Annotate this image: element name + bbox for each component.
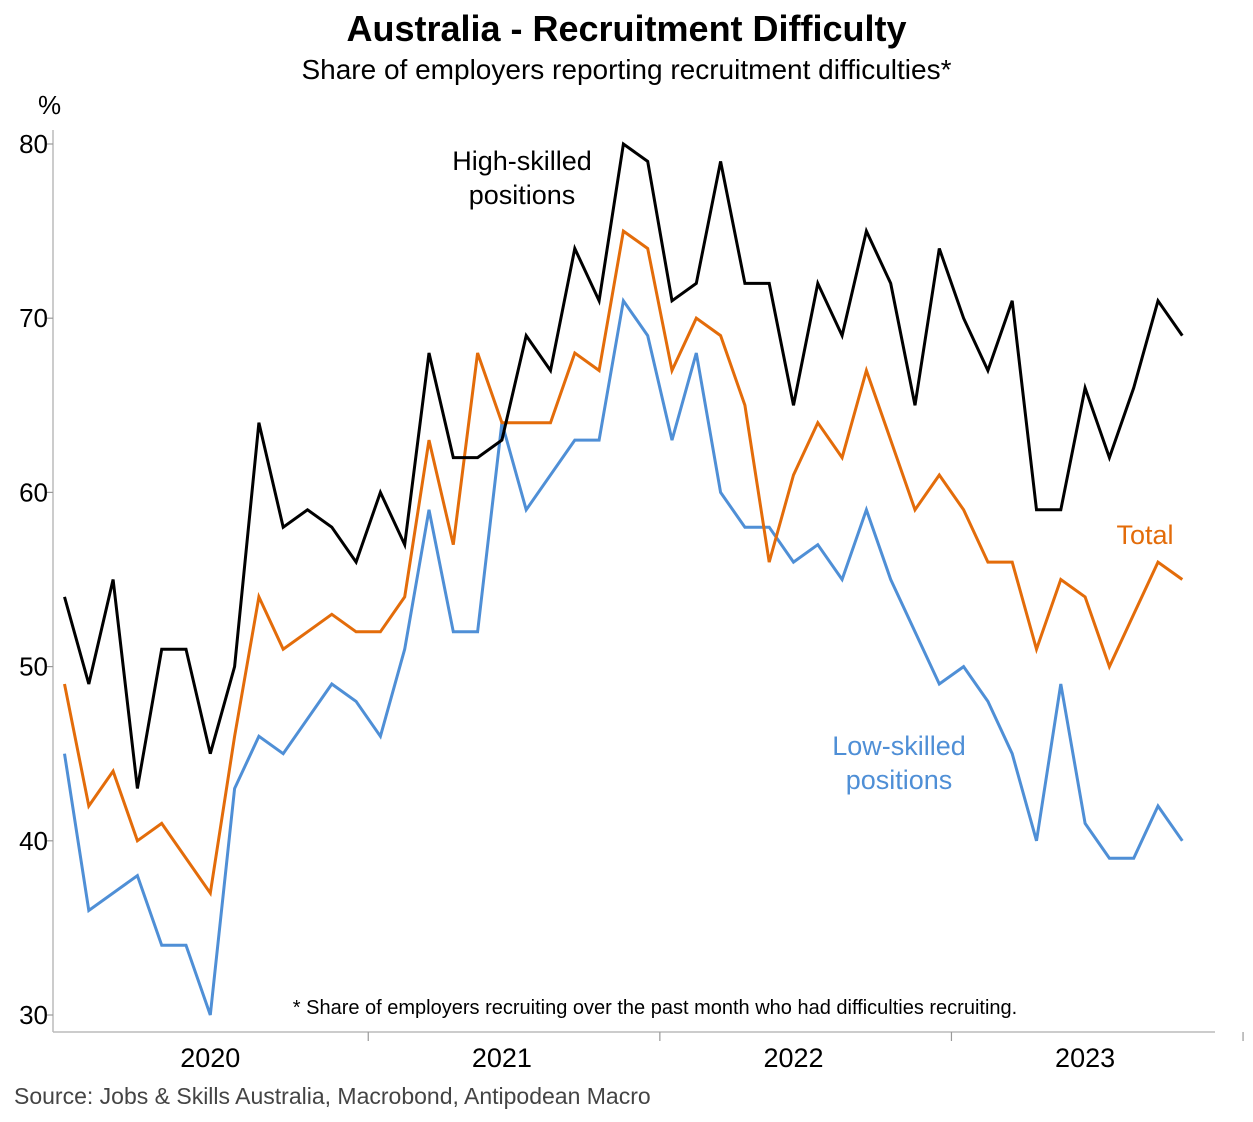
- series-label-line: positions: [846, 765, 953, 795]
- source-note: Source: Jobs & Skills Australia, Macrobo…: [14, 1083, 651, 1109]
- x-tick-label: 2021: [472, 1043, 532, 1073]
- series-label-line: positions: [469, 180, 576, 210]
- y-tick-label: 30: [19, 1000, 48, 1030]
- series-label-high-skilled: High-skilled positions: [452, 146, 592, 210]
- chart-title: Australia - Recruitment Difficulty: [346, 8, 907, 49]
- series-label-total: Total: [1116, 520, 1173, 550]
- series-label-line: Low-skilled: [832, 731, 966, 761]
- series-labels: High-skilled positions Total Low-skilled pos…: [452, 146, 1173, 795]
- chart-subtitle: Share of employers reporting recruitment…: [301, 54, 952, 85]
- series-line-low-skilled: [63, 296, 1184, 1016]
- footnote: * Share of employers recruiting over the…: [293, 997, 1017, 1019]
- series-label-low-skilled: Low-skilled positions: [832, 731, 966, 795]
- x-tick-label: 2020: [180, 1043, 240, 1073]
- y-tick-label: 40: [19, 826, 48, 856]
- series-line-high-skilled: [63, 141, 1184, 789]
- y-tick-label: 60: [19, 477, 48, 507]
- series-label-line: Total: [1116, 520, 1173, 550]
- axes: 30405060708020202021202220232024: [19, 129, 1244, 1073]
- series-line-total: [63, 228, 1184, 898]
- y-tick-label: 70: [19, 303, 48, 333]
- y-axis-unit: %: [38, 90, 62, 120]
- x-tick-label: 2022: [763, 1043, 823, 1073]
- y-tick-label: 50: [19, 652, 48, 682]
- x-tick-label: 2023: [1055, 1043, 1115, 1073]
- series-label-line: High-skilled: [452, 146, 592, 176]
- series-lines: [63, 141, 1184, 1016]
- y-tick-label: 80: [19, 129, 48, 159]
